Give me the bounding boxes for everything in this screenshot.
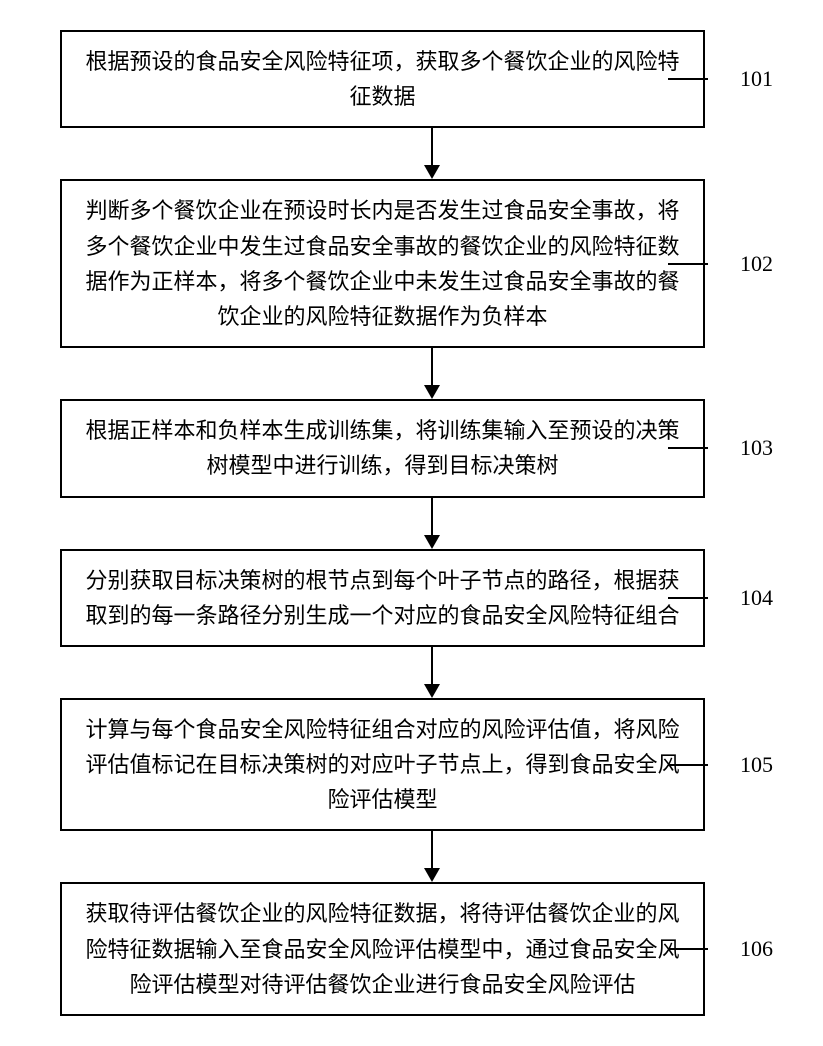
step-label: 104: [740, 585, 773, 611]
step-text: 判断多个餐饮企业在预设时长内是否发生过食品安全事故，将多个餐饮企业中发生过食品安…: [85, 198, 679, 329]
step-text: 计算与每个食品安全风险特征组合对应的风险评估值，将风险评估值标记在目标决策树的对…: [85, 717, 679, 812]
flowchart-step-106: 获取待评估餐饮企业的风险特征数据，将待评估餐饮企业的风险特征数据输入至食品安全风…: [20, 882, 803, 1016]
step-text: 根据正样本和负样本生成训练集，将训练集输入至预设的决策树模型中进行训练，得到目标…: [85, 418, 679, 478]
flowchart-step-103: 根据正样本和负样本生成训练集，将训练集输入至预设的决策树模型中进行训练，得到目标…: [20, 399, 803, 497]
step-label: 105: [740, 752, 773, 778]
step-text: 获取待评估餐饮企业的风险特征数据，将待评估餐饮企业的风险特征数据输入至食品安全风…: [85, 901, 679, 996]
connector-line: [668, 948, 708, 950]
step-label: 106: [740, 936, 773, 962]
step-box: 根据正样本和负样本生成训练集，将训练集输入至预设的决策树模型中进行训练，得到目标…: [60, 399, 705, 497]
step-box: 分别获取目标决策树的根节点到每个叶子节点的路径，根据获取到的每一条路径分别生成一…: [60, 549, 705, 647]
arrow-down-icon: [109, 498, 754, 549]
step-label: 102: [740, 251, 773, 277]
flowchart-container: 根据预设的食品安全风险特征项，获取多个餐饮企业的风险特征数据 101 判断多个餐…: [20, 30, 803, 1016]
connector-line: [668, 447, 708, 449]
arrow-down-icon: [109, 647, 754, 698]
step-box: 根据预设的食品安全风险特征项，获取多个餐饮企业的风险特征数据: [60, 30, 705, 128]
arrow-down-icon: [109, 348, 754, 399]
step-text: 根据预设的食品安全风险特征项，获取多个餐饮企业的风险特征数据: [85, 49, 679, 109]
flowchart-step-105: 计算与每个食品安全风险特征组合对应的风险评估值，将风险评估值标记在目标决策树的对…: [20, 698, 803, 832]
step-text: 分别获取目标决策树的根节点到每个叶子节点的路径，根据获取到的每一条路径分别生成一…: [85, 568, 679, 628]
connector-line: [668, 764, 708, 766]
step-box: 判断多个餐饮企业在预设时长内是否发生过食品安全事故，将多个餐饮企业中发生过食品安…: [60, 179, 705, 348]
step-label: 103: [740, 435, 773, 461]
flowchart-step-104: 分别获取目标决策树的根节点到每个叶子节点的路径，根据获取到的每一条路径分别生成一…: [20, 549, 803, 647]
arrow-down-icon: [109, 831, 754, 882]
connector-line: [668, 597, 708, 599]
step-box: 获取待评估餐饮企业的风险特征数据，将待评估餐饮企业的风险特征数据输入至食品安全风…: [60, 882, 705, 1016]
step-label: 101: [740, 66, 773, 92]
arrow-down-icon: [109, 128, 754, 179]
step-box: 计算与每个食品安全风险特征组合对应的风险评估值，将风险评估值标记在目标决策树的对…: [60, 698, 705, 832]
flowchart-step-101: 根据预设的食品安全风险特征项，获取多个餐饮企业的风险特征数据 101: [20, 30, 803, 128]
flowchart-step-102: 判断多个餐饮企业在预设时长内是否发生过食品安全事故，将多个餐饮企业中发生过食品安…: [20, 179, 803, 348]
connector-line: [668, 78, 708, 80]
connector-line: [668, 263, 708, 265]
